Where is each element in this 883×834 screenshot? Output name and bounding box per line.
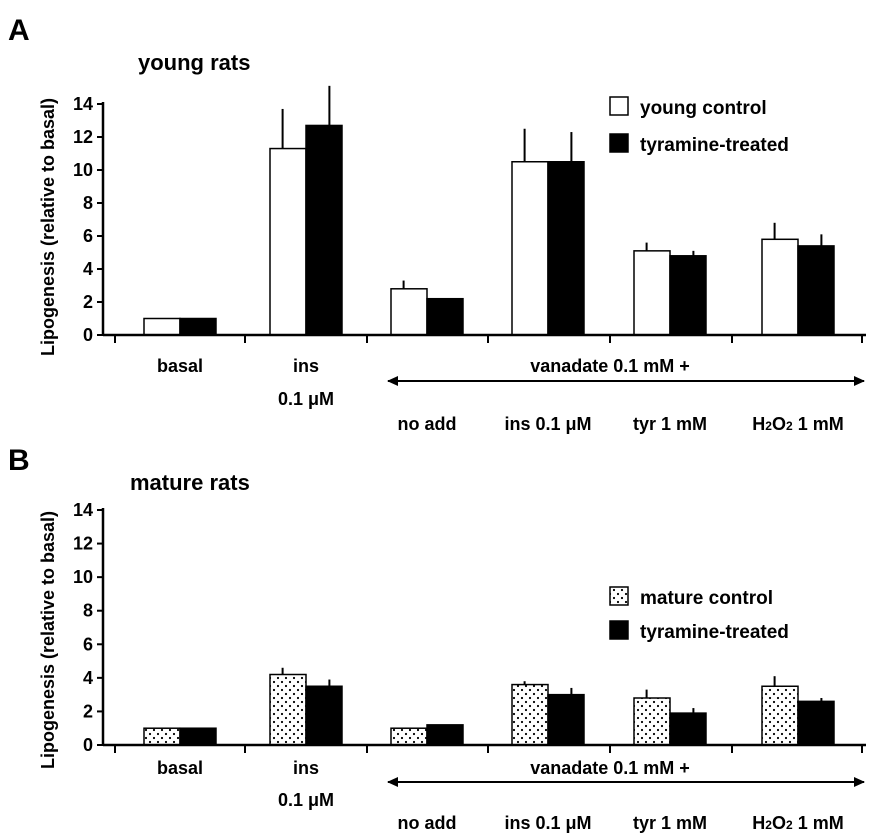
bar [797,245,835,336]
category-label-vanadate-h2o2: H2O2 1 mM [752,414,843,434]
y-tick-label: 14 [73,500,93,520]
legend: young control tyramine-treated [609,96,789,156]
legend-swatch-young-control [609,96,629,116]
panel-title: young rats [138,50,250,75]
bars [143,85,835,336]
y-tick-label: 2 [83,701,93,721]
category-label-vanadate-h2o2: H2O2 1 mM [752,813,843,833]
panel-a: A young rats Lipogenesis (relative to ba… [8,14,866,434]
category-label-basal: basal [157,758,203,778]
y-axis-ticks: 0 2 4 6 8 10 12 14 [73,500,103,755]
category-label-no-add: no add [398,813,457,833]
legend-label: tyramine-treated [640,622,789,643]
vanadate-label: vanadate 0.1 mM + [530,758,690,778]
category-label-ins-dose: 0.1 μM [278,790,334,810]
category-label-basal: basal [157,356,203,376]
y-tick-label: 0 [83,325,93,345]
bar [269,673,307,746]
bar [390,727,428,746]
y-tick-label: 10 [73,160,93,180]
bar [179,727,217,746]
y-axis-label: Lipogenesis (relative to basal) [38,511,58,769]
category-labels: basal ins 0.1 μM vanadate 0.1 mM + no ad… [157,356,865,434]
bar [511,683,549,746]
legend: mature control tyramine-treated [609,586,789,643]
y-axis-label: Lipogenesis (relative to basal) [38,98,58,356]
axes [101,102,866,343]
legend-label: young control [640,98,767,119]
category-label-vanadate-ins: ins 0.1 μM [504,414,591,434]
bar [547,161,585,336]
category-label-no-add: no add [398,414,457,434]
y-axis-ticks: 0 2 4 6 8 10 12 14 [73,94,103,345]
legend-label: mature control [640,588,773,609]
bar [633,250,671,336]
category-label-vanadate-tyr: tyr 1 mM [633,813,707,833]
bar [269,147,307,336]
axes [101,508,866,753]
y-tick-label: 0 [83,735,93,755]
bar [143,727,181,746]
legend-swatch-tyramine [609,620,629,640]
bar [390,288,428,336]
bar [797,700,835,746]
bar [305,124,343,336]
legend-swatch-tyramine [609,133,629,153]
category-label-ins: ins [293,758,319,778]
y-tick-label: 6 [83,634,93,654]
bar [143,317,181,336]
category-label-vanadate-ins: ins 0.1 μM [504,813,591,833]
category-label-ins: ins [293,356,319,376]
y-tick-label: 8 [83,193,93,213]
bar [761,238,799,336]
bar [179,317,217,336]
bar [547,693,585,746]
y-tick-label: 12 [73,127,93,147]
y-tick-label: 10 [73,567,93,587]
bar [761,685,799,746]
bar [426,724,464,746]
category-labels: basal ins 0.1 μM vanadate 0.1 mM + no ad… [157,758,865,833]
panel-title: mature rats [130,470,250,495]
bar [633,697,671,746]
legend-label: tyramine-treated [640,135,789,156]
y-tick-label: 12 [73,534,93,554]
bar [669,255,707,336]
panel-letter-a: A [8,14,30,47]
bar [426,297,464,336]
bar [511,161,549,336]
y-tick-label: 8 [83,601,93,621]
panel-b: B mature rats Lipogenesis (relative to b… [8,444,866,833]
y-tick-label: 6 [83,226,93,246]
vanadate-label: vanadate 0.1 mM + [530,356,690,376]
y-tick-label: 2 [83,292,93,312]
category-label-vanadate-tyr: tyr 1 mM [633,414,707,434]
bar [305,685,343,746]
category-label-ins-dose: 0.1 μM [278,389,334,409]
panel-letter-b: B [8,444,30,477]
y-tick-label: 14 [73,94,93,114]
y-tick-label: 4 [83,259,93,279]
bars [143,667,835,746]
y-tick-label: 4 [83,668,93,688]
bar [669,712,707,746]
legend-swatch-mature-control [609,586,629,606]
